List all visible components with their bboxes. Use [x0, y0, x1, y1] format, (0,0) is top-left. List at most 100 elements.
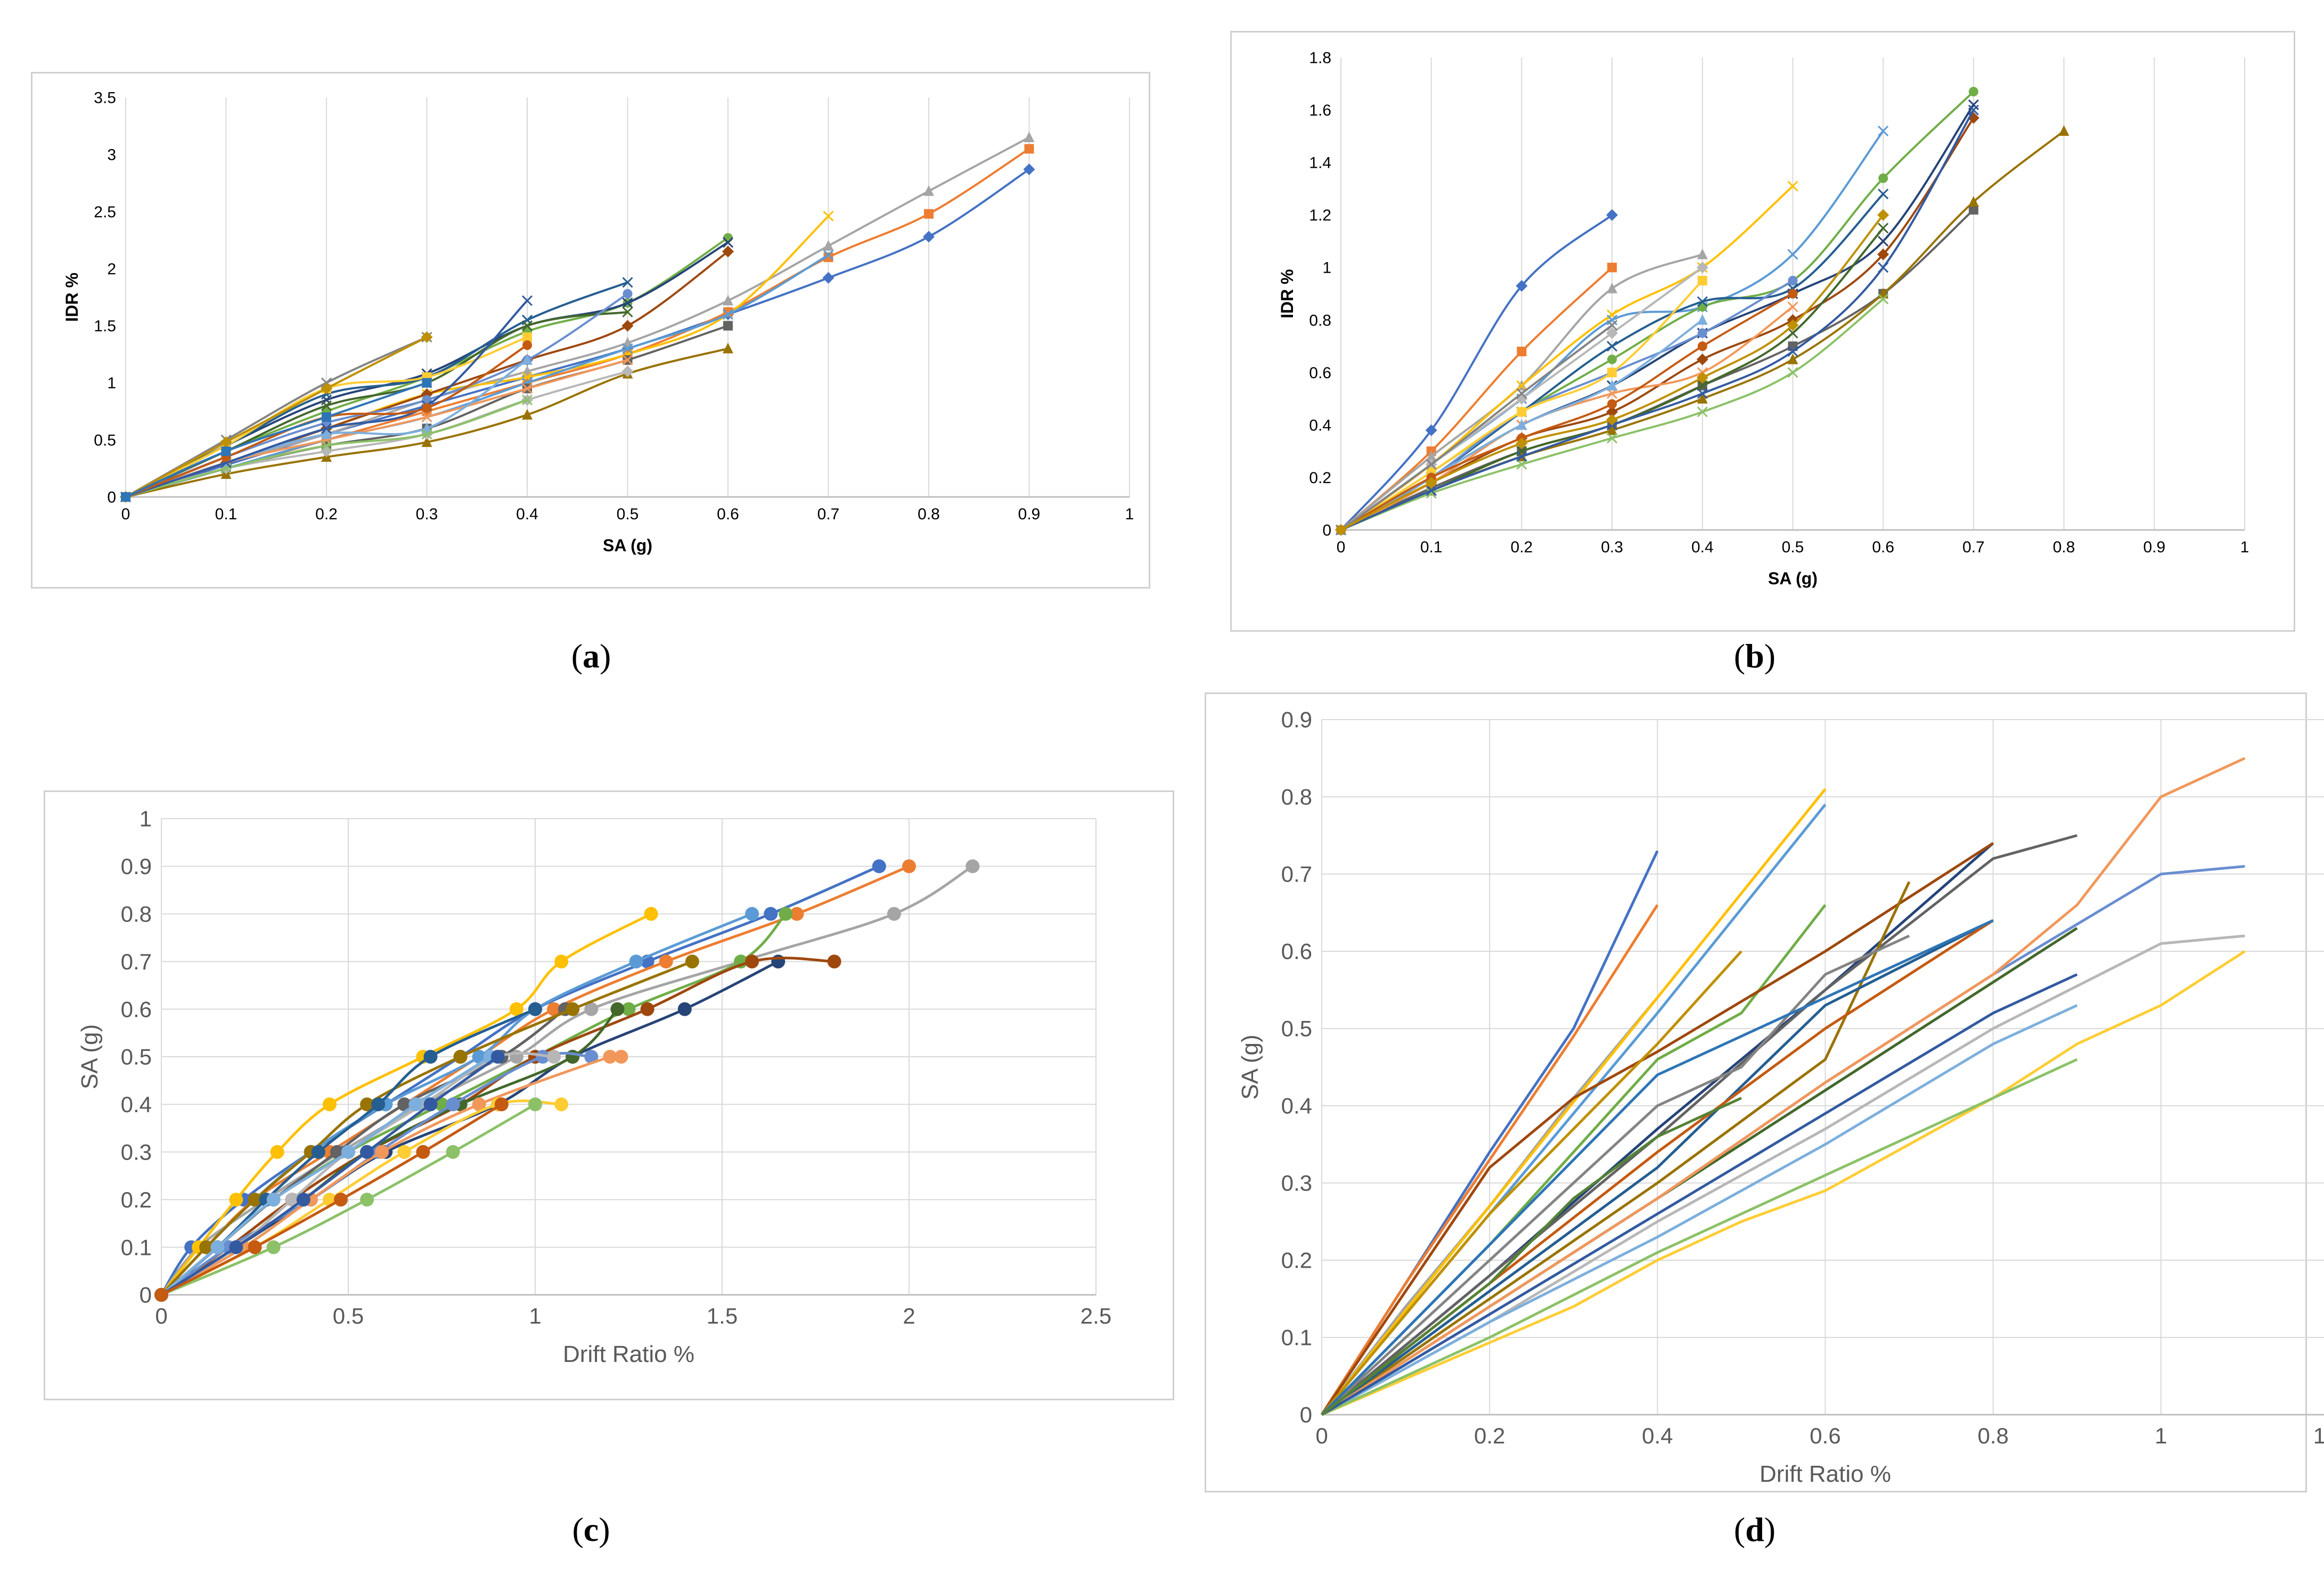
data-point: [1607, 314, 1618, 325]
chart-a-svg: 0 0.1 0.2 0.3 0.4 0.5 0.6 0.7 0.8 0.9 1 0 0.5 1 1.5 2 2.…: [62, 89, 1134, 556]
x-tick-label: 0.5: [1782, 538, 1804, 556]
data-point: [421, 331, 433, 343]
data-point: [154, 1288, 168, 1302]
data-point: [1426, 459, 1437, 470]
data-point: [321, 440, 332, 451]
data-point: [685, 954, 699, 969]
data-point: [640, 1002, 654, 1016]
series-19: [1321, 973, 2078, 1416]
data-point: [521, 383, 533, 394]
data-point: [321, 382, 332, 395]
series-line: [1340, 104, 1975, 531]
data-point: [790, 907, 804, 921]
data-point: [554, 954, 569, 969]
x-tick-label: 0.1: [1420, 538, 1443, 556]
data-point: [1696, 262, 1708, 274]
data-point: [1607, 399, 1617, 409]
series-line: [1321, 881, 1911, 1416]
series-line: [1321, 934, 1910, 1416]
series-20: [154, 1097, 509, 1302]
y-tick-label: 1.6: [1309, 102, 1331, 119]
data-point: [547, 1002, 561, 1016]
y-tick-label: 1: [140, 806, 152, 831]
data-point: [610, 1002, 625, 1016]
data-point: [1878, 262, 1889, 273]
data-point: [1877, 248, 1889, 260]
series-line: [125, 168, 1030, 498]
data-point: [872, 859, 886, 874]
series-17: [1321, 1004, 2078, 1416]
data-point: [1607, 354, 1617, 364]
series-24: [1321, 1097, 1742, 1416]
data-point: [1878, 173, 1888, 183]
data-point: [321, 423, 332, 434]
series-21: [1335, 320, 1618, 536]
data-point: [311, 1145, 325, 1159]
data-point: [621, 365, 634, 378]
x-tick-label: 0.6: [1872, 538, 1894, 556]
chart-panel-b: 0 0.1 0.2 0.3 0.4 0.5 0.6 0.7 0.8 0.9 1 0 0.2 0.4 0.6 0…: [1230, 31, 2295, 632]
y-tick-label: 0: [140, 1283, 152, 1308]
data-point: [509, 1002, 523, 1016]
caption-a: (a): [571, 637, 611, 675]
data-point: [924, 209, 934, 219]
data-point: [723, 321, 733, 331]
y-tick-label: 0.6: [1309, 364, 1331, 382]
series-4: [1321, 788, 1827, 1416]
y-tick-label: 0.5: [121, 1044, 152, 1070]
x-tick-label: 0.9: [2143, 538, 2165, 556]
series-line: [1321, 1058, 2078, 1416]
y-tick-label: 0.8: [121, 902, 152, 927]
x-tick-label: 1.2: [2313, 1423, 2324, 1448]
x-axis-label: Drift Ratio %: [1760, 1461, 1891, 1487]
data-point: [621, 320, 634, 332]
data-point: [522, 409, 533, 420]
data-point: [644, 907, 658, 921]
data-point: [536, 1050, 550, 1064]
data-point: [622, 343, 633, 354]
data-point: [1697, 328, 1707, 338]
x-tick-label: 0.8: [918, 505, 940, 523]
x-tick-label: 2: [903, 1303, 915, 1328]
y-tick-label: 0.3: [1281, 1171, 1312, 1196]
data-point: [421, 429, 432, 440]
data-point: [621, 1002, 636, 1016]
data-point: [1787, 301, 1798, 313]
x-axis-label: Drift Ratio %: [563, 1341, 694, 1367]
data-point: [229, 1240, 243, 1254]
data-point: [1968, 205, 1978, 215]
data-point: [266, 1193, 281, 1207]
y-axis-label: IDR %: [1278, 269, 1297, 318]
series-line: [1321, 973, 2078, 1416]
data-point: [1335, 524, 1347, 536]
x-tick-label: 0.6: [1810, 1423, 1840, 1448]
data-point: [423, 1050, 438, 1064]
chart-c-svg: 0 0.5 1 1.5 2 2.5 0 0.1 0.2 0.3 0.4 0.5 0.6 0.7 0.8 0.9…: [77, 806, 1111, 1367]
y-tick-label: 0.1: [1281, 1325, 1312, 1350]
data-point: [722, 237, 734, 248]
series-line: [1320, 842, 1994, 1416]
y-tick-label: 0.2: [121, 1187, 152, 1212]
data-point: [421, 411, 432, 423]
x-tick-label: 0.4: [1642, 1423, 1673, 1448]
data-point: [1787, 249, 1798, 260]
data-point: [1516, 388, 1527, 399]
y-tick-label: 0.9: [1281, 707, 1312, 732]
data-point: [823, 210, 834, 222]
x-tick-label: 1: [2240, 538, 2249, 556]
data-point: [1788, 289, 1798, 299]
data-point: [823, 252, 833, 262]
data-point: [1606, 327, 1618, 339]
y-tick-label: 0.4: [121, 1092, 152, 1117]
y-tick-label: 0: [107, 489, 116, 507]
y-tick-label: 0.2: [1309, 469, 1331, 487]
data-point: [823, 249, 834, 260]
data-point: [1787, 328, 1798, 339]
data-point: [408, 1097, 423, 1112]
data-point: [614, 1050, 628, 1064]
caption-d: (d): [1733, 1511, 1776, 1548]
y-tick-label: 0.9: [121, 854, 152, 879]
y-tick-label: 0.4: [1309, 417, 1331, 434]
y-tick-label: 1: [1322, 259, 1331, 277]
data-point: [1516, 280, 1528, 292]
